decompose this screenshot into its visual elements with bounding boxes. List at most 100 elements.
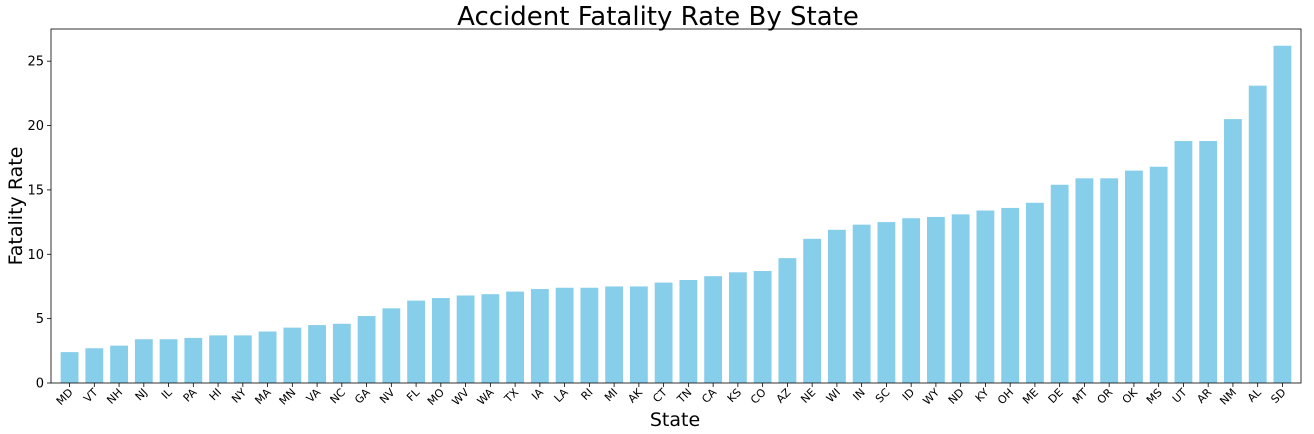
x-tick-label-wv: WV [450,386,473,409]
x-tick-label-mt: MT [1070,386,1091,407]
x-tick-label-wa: WA [475,386,497,408]
bar-ar [1199,140,1218,383]
bar-ct [654,282,673,383]
x-tick-label-in: IN [850,386,867,403]
bar-nj [134,339,153,383]
x-tick-label-il: IL [159,385,175,401]
bar-co [753,271,772,383]
bar-or [1100,178,1119,383]
bar-ms [1149,166,1168,383]
bar-fl [407,300,426,383]
y-tick-label-20: 20 [27,119,44,134]
bar-wv [456,295,475,383]
x-tick-label-md: MD [54,386,76,408]
x-tick-label-nm: NM [1217,386,1239,408]
bar-nm [1224,119,1242,384]
bar-vt [85,348,104,383]
bar-il [159,339,178,383]
x-tick-label-mi: MI [602,386,620,404]
bar-az [778,258,797,383]
x-tick-label-ny: NY [229,386,249,406]
plot-frame [50,28,1302,384]
bar-la [555,287,574,383]
bar-sd [1273,45,1292,383]
x-tick-label-ks: KS [725,386,744,405]
bar-sc [877,222,896,383]
x-tick-label-ne: NE [798,386,818,406]
bar-va [308,325,326,383]
x-tick-label-la: LA [552,386,571,405]
bar-ut [1174,140,1193,383]
x-tick-label-tx: TX [501,386,521,406]
bars-group [60,45,1292,384]
x-tick-label-co: CO [748,386,769,407]
bar-ma [258,331,277,383]
x-tick-label-ms: MS [1144,386,1165,407]
x-tick-label-ok: OK [1120,385,1141,406]
bar-md [60,352,79,383]
x-tick-label-nj: NJ [133,386,150,403]
bar-mt [1075,178,1094,383]
x-tick-label-tn: TN [674,386,694,406]
bar-ky [976,210,995,383]
bar-nd [951,214,970,383]
x-tick-label-ma: MA [252,386,274,408]
x-tick-label-ky: KY [973,386,992,405]
bar-wi [827,229,846,383]
bar-al [1248,85,1267,383]
y-tick-label-5: 5 [36,312,44,327]
x-tick-label-or: OR [1095,386,1116,407]
x-tick-label-nd: ND [946,386,967,407]
x-tick-label-ak: AK [625,385,645,405]
bar-mi [605,286,624,383]
bar-de [1050,184,1069,383]
bar-ri [580,287,599,383]
x-tick-label-al: AL [1245,385,1264,404]
x-tick-label-ri: RI [579,386,596,403]
x-tick-label-nc: NC [328,386,349,407]
bar-ga [357,316,376,383]
x-tick-label-wy: WY [920,386,942,408]
bar-ak [629,286,648,383]
bar-in [852,224,871,383]
x-tick-label-ct: CT [650,386,670,406]
bar-nv [382,308,401,383]
bar-ia [530,289,549,383]
x-tick-label-ut: UT [1170,386,1190,406]
bar-ny [233,335,252,383]
x-tick-label-sc: SC [873,386,893,406]
x-axis-label: State [650,409,700,430]
y-tick-label-0: 0 [36,377,44,392]
x-tick-label-wi: WI [824,386,843,405]
bar-hi [209,335,227,383]
x-tick-label-fl: FL [404,385,423,404]
y-tick-label-25: 25 [27,55,44,70]
bar-pa [184,337,203,383]
x-tick-label-oh: OH [995,386,1016,407]
bar-oh [1001,207,1020,383]
x-tick-label-ia: IA [529,386,546,403]
x-tick-label-nh: NH [104,386,125,407]
bar-tx [506,291,525,383]
x-tick-label-hi: HI [207,386,224,403]
x-tick-label-sd: SD [1268,386,1288,406]
bar-mn [283,327,302,383]
bar-nc [332,323,351,383]
x-tick-label-ar: AR [1194,386,1214,406]
chart-title: Accident Fatality Rate By State [457,2,859,32]
bar-ne [803,238,822,383]
bar-id [902,218,921,383]
x-tick-label-me: ME [1020,386,1041,407]
x-tick-label-id: ID [900,386,917,403]
x-tick-label-va: VA [304,386,324,406]
bar-mo [431,298,450,383]
bar-ok [1125,170,1143,383]
bar-wy [926,216,945,383]
x-tick-label-mn: MN [277,386,299,408]
x-tick-label-mo: MO [425,386,447,408]
x-tick-label-vt: VT [81,386,100,405]
y-axis-label: Fatality Rate [5,147,27,266]
bar-me [1026,202,1044,383]
